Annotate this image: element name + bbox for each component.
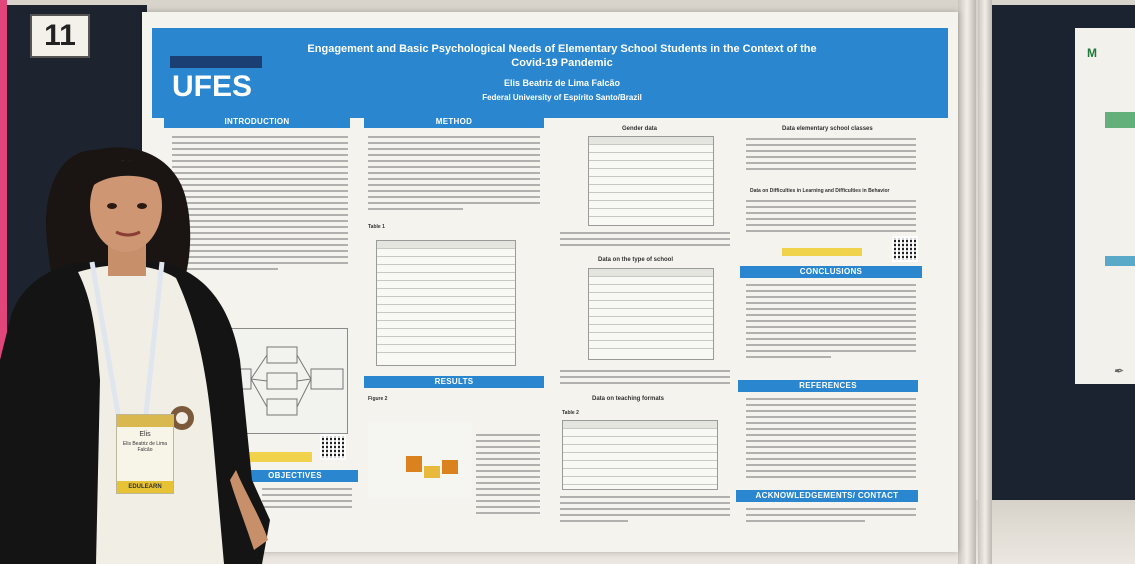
gender-data-heading: Gender data — [622, 126, 658, 132]
side-poster-green-block — [1105, 112, 1135, 128]
board-number-tag: 11 — [30, 14, 90, 58]
university-logo: UFES — [166, 52, 266, 103]
method-text — [368, 136, 540, 214]
teaching-formats-text — [560, 496, 730, 526]
qr-code-icon-2 — [892, 236, 918, 262]
introduction-text — [172, 136, 348, 274]
conclusions-text — [746, 284, 916, 362]
pink-frame-edge — [0, 0, 7, 564]
teaching-formats-heading: Data on teaching formats — [592, 396, 665, 402]
poster-affiliation: Federal University of Espírito Santo/Bra… — [482, 93, 642, 102]
difficulties-heading: Data on Difficulties in Learning and Dif… — [750, 188, 890, 194]
section-references: REFERENCES — [738, 380, 918, 392]
side-poster-signature-icon: ✒ — [1113, 364, 1124, 378]
chart-bar-2 — [424, 466, 440, 478]
section-results: RESULTS — [364, 376, 544, 388]
contact-highlight-box — [782, 248, 862, 256]
figure2-caption: Figure 2 — [368, 396, 388, 402]
gender-data-table — [588, 136, 714, 226]
results-bar-chart — [368, 422, 472, 498]
section-introduction: INTRODUCTION — [164, 116, 350, 128]
year-of-school-heading: Data on the type of school — [598, 257, 674, 263]
elementary-classes-text — [746, 138, 916, 174]
badge-full-name: Elis Beatriz de Lima Falcão — [122, 441, 168, 453]
results-text — [476, 434, 540, 518]
poster-title: Engagement and Basic Psychological Needs… — [307, 43, 817, 69]
difficulties-text — [746, 200, 916, 236]
section-conclusions: CONCLUSIONS — [740, 266, 922, 278]
section-acknowledgements: ACKNOWLEDGEMENTS/ CONTACT — [736, 490, 918, 502]
qr-code-icon — [320, 434, 346, 460]
svg-text:UFES: UFES — [172, 70, 252, 102]
side-poster-blue-block — [1105, 256, 1135, 266]
objectives-text — [262, 488, 352, 512]
display-pole — [958, 0, 976, 564]
highlight-box — [242, 452, 312, 462]
badge-first-name: Elis — [139, 431, 151, 438]
poster-author: Elis Beatriz de Lima Falcão — [503, 78, 621, 88]
poster-header: UFES Engagement and Basic Psychological … — [152, 28, 948, 118]
badge-top-band — [117, 415, 173, 427]
table2-caption: Table 2 — [562, 410, 579, 416]
school-type-table — [588, 268, 714, 360]
ufes-logo-icon: UFES — [166, 52, 266, 103]
chart-bar-3 — [442, 460, 458, 474]
table1-characterization — [376, 240, 516, 366]
side-poster-title: M — [1087, 46, 1097, 60]
name-badge: Elis Elis Beatriz de Lima Falcão EDULEAR… — [116, 414, 174, 494]
chart-bar-1 — [406, 456, 422, 472]
section-method: METHOD — [364, 116, 544, 128]
teaching-formats-table — [562, 420, 718, 490]
section-objectives: OBJECTIVES — [232, 470, 358, 482]
display-pole-2 — [978, 0, 992, 564]
acknowledgements-text — [746, 508, 916, 526]
gender-data-text — [560, 232, 730, 250]
references-text — [746, 398, 916, 482]
badge-event-strip: EDULEARN — [117, 481, 173, 493]
research-poster: UFES Engagement and Basic Psychological … — [142, 12, 958, 552]
side-poster: M ✒ — [1075, 28, 1135, 384]
elementary-classes-heading: Data elementary school classes — [782, 126, 873, 132]
table1-caption: Table 1 — [368, 224, 385, 230]
school-type-text — [560, 370, 730, 388]
